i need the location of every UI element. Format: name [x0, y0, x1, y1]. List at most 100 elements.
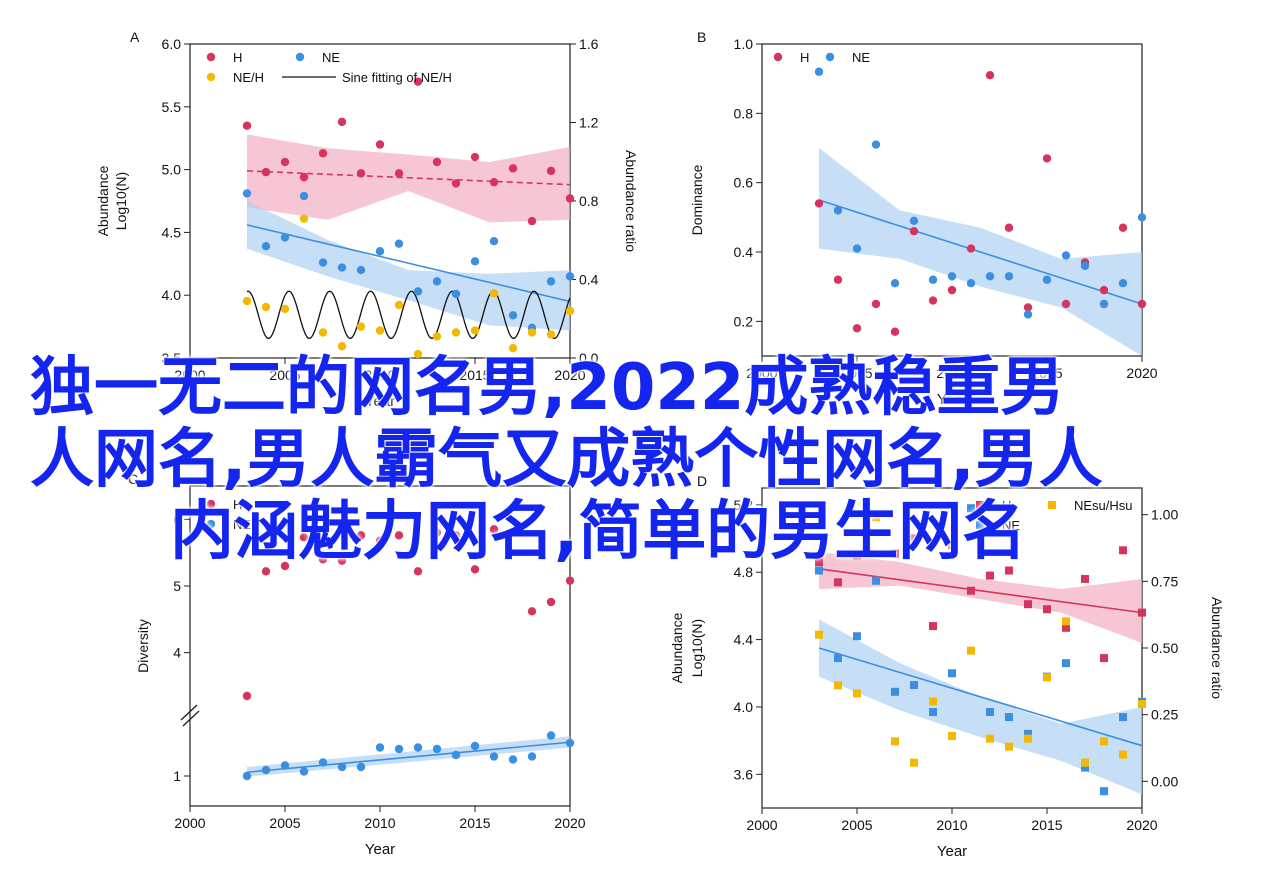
point-h [833, 275, 843, 284]
panel-letter: C [128, 471, 138, 487]
point-h [432, 528, 442, 537]
x-axis-label: Year [937, 391, 967, 408]
point-ne [814, 67, 824, 76]
point-h [375, 536, 385, 545]
point-h [299, 533, 309, 542]
point-ne [1023, 310, 1033, 319]
point-ne [871, 140, 881, 149]
point-ne [375, 247, 385, 256]
point-h [986, 571, 994, 580]
point-ne-h [280, 304, 290, 314]
point-h [470, 152, 480, 162]
legend-ne-label: NE [852, 50, 870, 65]
confidence-band-ne [819, 619, 1142, 795]
point-ne-h [299, 214, 309, 223]
y-tick-label: 4.0 [162, 287, 182, 303]
fit-line-h [818, 568, 1143, 614]
point-ne [967, 504, 975, 513]
point-ne [413, 743, 423, 752]
point-h [1024, 600, 1032, 609]
point-ne [546, 277, 556, 286]
y2-tick-label: 0.4 [579, 272, 599, 288]
point-h [413, 77, 423, 86]
fit-line-ne [818, 647, 1143, 747]
point-ne [546, 731, 556, 740]
x-tick-label: 2020 [554, 815, 585, 831]
point-h [394, 531, 404, 540]
point-h [852, 324, 862, 333]
legend-ne-label: NE [233, 517, 251, 532]
point-h [318, 149, 328, 158]
panel-letter: A [130, 29, 140, 45]
point-ne [948, 669, 956, 678]
point-h [527, 216, 537, 226]
point-ne [470, 257, 480, 266]
legend-h-swatch [773, 52, 783, 62]
panel-a: A 2000 2005 2010 2015 2020 Year 3.5 4.0 4.5 5.0 5.5… [95, 29, 639, 410]
point-ne [527, 752, 537, 761]
point-h [489, 177, 499, 187]
x-tick-label: 2010 [936, 365, 967, 381]
legend-ne-label: NE [1002, 518, 1020, 533]
y-axis-label-line2: Log10(N) [113, 172, 129, 230]
point-h [853, 551, 861, 560]
point-ne [413, 287, 423, 296]
y-axis-label: Diversity [135, 619, 151, 673]
legend-h-label: H [800, 50, 809, 65]
x-tick-label: 2015 [1031, 365, 1062, 381]
point-ne [986, 708, 994, 716]
legend-h-swatch [206, 52, 216, 62]
point-h [814, 199, 824, 208]
point-ne [299, 767, 309, 776]
point-ne [1137, 213, 1147, 222]
point-ne-h [546, 330, 556, 339]
point-ne-su-h-su [967, 646, 975, 655]
point-ne [280, 233, 290, 242]
point-ne [489, 236, 499, 246]
x-tick-label: 2015 [459, 815, 490, 831]
point-ne [1061, 251, 1071, 260]
point-h [413, 567, 423, 576]
panel-letter: B [697, 29, 706, 45]
y2-tick-label: 1.00 [1151, 507, 1178, 523]
point-ne [1024, 729, 1032, 738]
point-h [1005, 566, 1013, 575]
y-tick-label: 5 [173, 578, 181, 594]
x-tick-label: 2005 [841, 365, 872, 381]
point-ne-h [375, 326, 385, 335]
point-ne-su-h-su [872, 513, 880, 522]
x-axis-label: Year [937, 843, 967, 860]
sine-fit-line [246, 290, 571, 339]
point-ne [261, 242, 271, 251]
legend-ne-swatch [295, 52, 305, 62]
point-ne [299, 191, 309, 201]
y-tick-label: 4 [173, 645, 181, 661]
point-ne-su-h-su [1024, 734, 1032, 743]
point-ne-su-h-su [1081, 758, 1089, 767]
y-tick-label: 5.5 [162, 99, 182, 115]
x-tick-label: 2000 [174, 815, 205, 831]
point-h [985, 71, 995, 80]
y-tick-label: 1 [173, 768, 181, 784]
x-axis-label: Year [365, 841, 395, 858]
x-tick-label: 2005 [269, 815, 300, 831]
legend-h-swatch [976, 501, 984, 509]
point-ne [337, 762, 347, 772]
point-ne [565, 738, 575, 748]
point-h [489, 525, 499, 534]
x-tick-label: 2010 [364, 815, 395, 831]
point-ne-su-h-su [853, 689, 861, 698]
point-ne [565, 272, 575, 281]
y-axis-label: Dominance [689, 164, 705, 235]
point-ne [318, 758, 328, 767]
point-ne-su-h-su [910, 758, 918, 767]
panel-d: D 2000 2005 2010 2015 2020 Year 3.6 4.0 4.4 4.8 5.2… [669, 473, 1225, 860]
legend-ne-swatch [206, 519, 216, 529]
point-ne-su-h-su [834, 681, 842, 690]
axis-break-mark [182, 710, 200, 727]
panel-c: C 2000 2005 2010 2015 2020 Year 1 4 5 6 Diversity HN… [128, 471, 586, 858]
point-h [871, 299, 881, 309]
point-ne [815, 566, 823, 575]
y-axis-label-line1: Abundance [95, 165, 111, 236]
y-tick-label: 3.6 [734, 766, 754, 782]
